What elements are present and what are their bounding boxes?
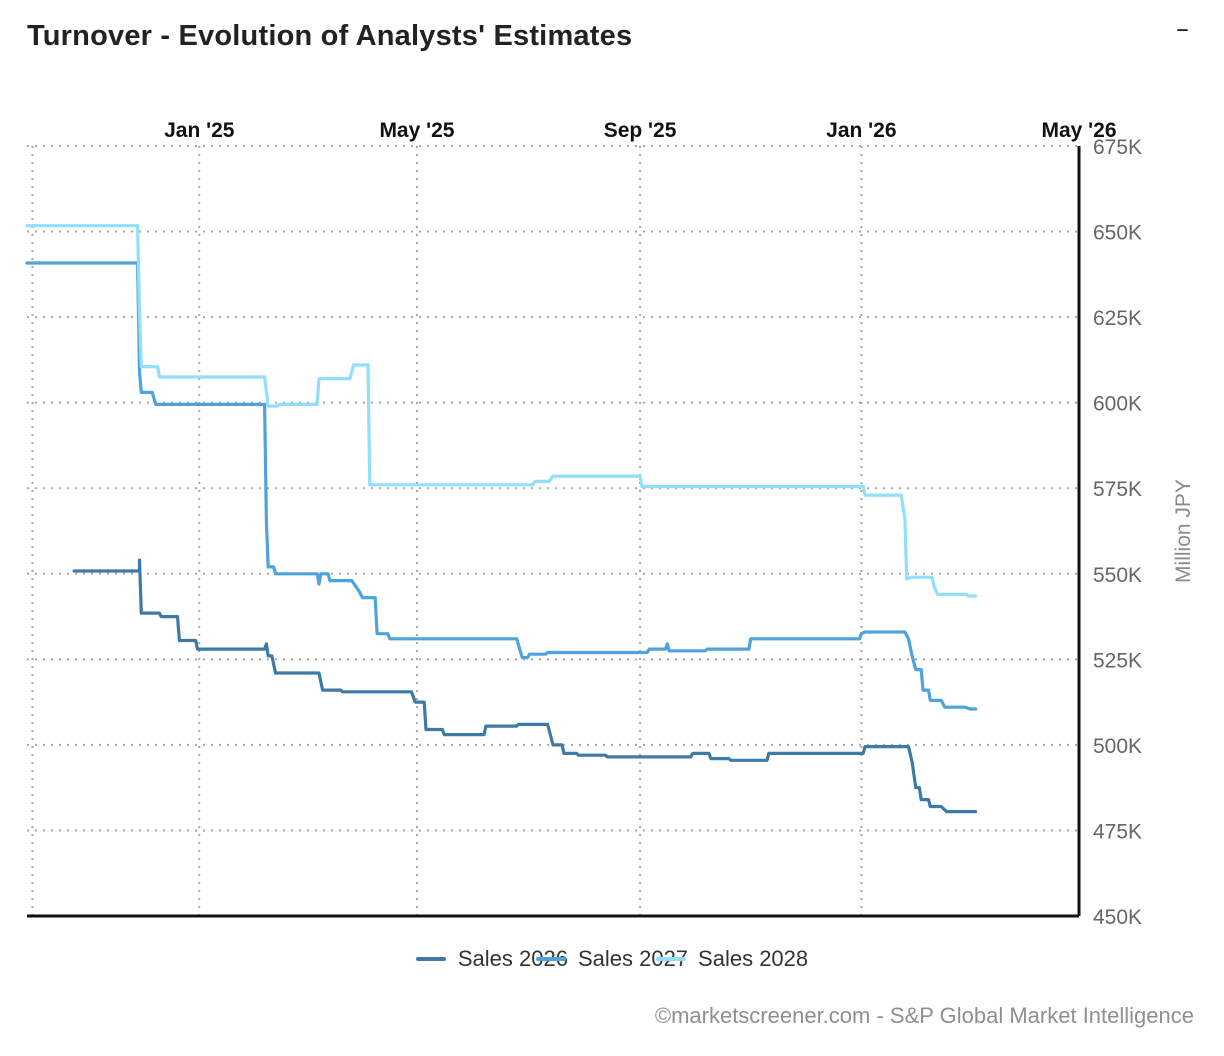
x-tick-label: Jan '25 <box>164 119 235 142</box>
axes <box>27 146 1081 918</box>
y-tick-label: 650K <box>1093 222 1142 245</box>
x-tick-label: Jan '26 <box>826 119 896 142</box>
legend-label: Sales 2028 <box>698 946 809 971</box>
y-tick-label: 475K <box>1093 820 1142 843</box>
legend-item-sales-2028[interactable]: Sales 2028 <box>656 946 808 972</box>
legend: Sales 2026 Sales 2027 Sales 2028 <box>0 946 1224 972</box>
y-axis-title: Million JPY <box>1172 479 1195 583</box>
minimize-icon[interactable]: – <box>1176 14 1189 44</box>
legend-swatch <box>415 957 446 961</box>
x-tick-label: May '26 <box>1041 119 1116 142</box>
series-line-sales-2026[interactable] <box>72 558 978 814</box>
x-tick-labels: Jan '25 May '25 Sep '25 Jan '26 May '26 <box>164 119 1116 142</box>
legend-swatch <box>535 957 566 961</box>
x-tick-label: Sep '25 <box>604 119 677 142</box>
y-tick-label: 500K <box>1093 735 1142 758</box>
series-line-sales-2027[interactable] <box>25 261 978 711</box>
legend-swatch <box>656 957 687 961</box>
chart-title: Turnover - Evolution of Analysts' Estima… <box>27 20 633 52</box>
y-tick-label: 675K <box>1093 136 1142 159</box>
y-tick-label: 450K <box>1093 906 1142 929</box>
y-tick-label: 525K <box>1093 649 1142 672</box>
source-credit: ©marketscreener.com - S&P Global Market … <box>654 1003 1194 1028</box>
series-lines <box>25 224 978 814</box>
y-tick-label: 550K <box>1093 564 1142 587</box>
x-tick-label: May '25 <box>379 119 454 142</box>
series-line-sales-2028[interactable] <box>25 224 978 598</box>
y-tick-label: 575K <box>1093 478 1142 501</box>
y-tick-label: 600K <box>1093 393 1142 416</box>
y-tick-labels: 450K 475K 500K 525K 550K 575K 600K 625K 650K 675K <box>1093 136 1142 929</box>
y-tick-label: 625K <box>1093 307 1142 330</box>
